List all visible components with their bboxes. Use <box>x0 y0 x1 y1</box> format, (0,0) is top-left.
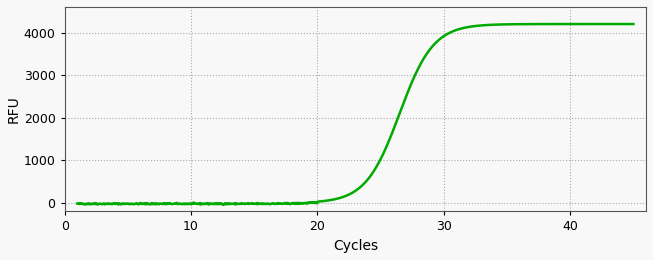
Y-axis label: RFU: RFU <box>7 95 21 123</box>
X-axis label: Cycles: Cycles <box>333 239 378 253</box>
